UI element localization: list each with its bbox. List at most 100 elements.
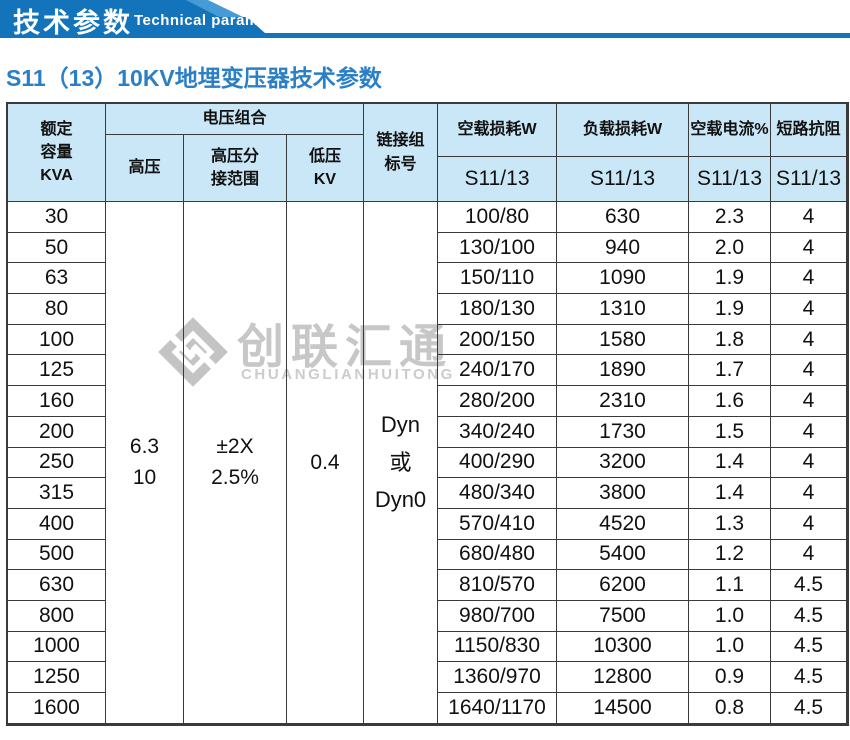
header-no-load-current: 空载电流% xyxy=(689,104,771,157)
capacity-cell: 1250 xyxy=(8,662,106,693)
banner-subtitle: Technical parameter xyxy=(134,12,289,29)
load-loss-cell: 6200 xyxy=(557,570,689,601)
no-load-current-cell: 1.8 xyxy=(689,324,771,356)
header-s11-13: S11/13 xyxy=(557,157,689,202)
no-load-current-cell: 2.0 xyxy=(689,232,771,264)
capacity-cell: 125 xyxy=(8,355,106,387)
impedance-cell: 4 xyxy=(771,202,847,233)
no-load-loss-cell: 1640/1170 xyxy=(438,693,557,724)
load-loss-cell: 10300 xyxy=(557,631,689,663)
no-load-loss-cell: 150/110 xyxy=(438,263,557,295)
no-load-loss-cell: 1360/970 xyxy=(438,662,557,693)
no-load-loss-cell: 680/480 xyxy=(438,539,557,571)
no-load-current-cell: 2.3 xyxy=(689,202,771,233)
no-load-current-cell: 1.1 xyxy=(689,570,771,601)
capacity-cell: 30 xyxy=(8,202,106,233)
header-capacity: 额定 容量 KVA xyxy=(8,104,106,202)
impedance-cell: 4.5 xyxy=(771,662,847,693)
capacity-cell: 160 xyxy=(8,386,106,417)
header-s11-13: S11/13 xyxy=(438,157,557,202)
no-load-loss-cell: 980/700 xyxy=(438,600,557,632)
header-hv-tap-range: 高压分 接范围 xyxy=(184,135,287,202)
no-load-current-cell: 1.4 xyxy=(689,447,771,479)
hv-value-cell: 6.3 10 xyxy=(106,202,184,724)
no-load-loss-cell: 570/410 xyxy=(438,508,557,540)
impedance-cell: 4 xyxy=(771,324,847,356)
load-loss-cell: 1730 xyxy=(557,416,689,448)
no-load-current-cell: 1.4 xyxy=(689,478,771,509)
load-loss-cell: 1580 xyxy=(557,324,689,356)
header-no-load-loss: 空载损耗W xyxy=(438,104,557,157)
no-load-loss-cell: 280/200 xyxy=(438,386,557,417)
no-load-loss-cell: 480/340 xyxy=(438,478,557,509)
capacity-cell: 315 xyxy=(8,478,106,509)
no-load-loss-cell: 200/150 xyxy=(438,324,557,356)
impedance-cell: 4 xyxy=(771,478,847,509)
impedance-cell: 4.5 xyxy=(771,631,847,663)
no-load-loss-cell: 810/570 xyxy=(438,570,557,601)
no-load-loss-cell: 180/130 xyxy=(438,294,557,325)
no-load-current-cell: 1.0 xyxy=(689,600,771,632)
page-title: S11（13）10KV地埋变压器技术参数 xyxy=(6,65,382,91)
no-load-current-cell: 0.8 xyxy=(689,693,771,724)
impedance-cell: 4.5 xyxy=(771,570,847,601)
parameters-table: 额定 容量 KVA 电压组合 高压 高压分 接范围 低压 KV 链接组 标号 空… xyxy=(6,102,849,726)
brand-name: 创联汇通 xyxy=(237,320,453,373)
load-loss-cell: 12800 xyxy=(557,662,689,693)
header-voltage-combination: 电压组合 xyxy=(106,104,364,135)
hv-tap-value-cell: ±2X 2.5% xyxy=(184,202,287,724)
no-load-loss-cell: 240/170 xyxy=(438,355,557,387)
impedance-cell: 4 xyxy=(771,539,847,571)
capacity-cell: 800 xyxy=(8,600,106,632)
load-loss-cell: 940 xyxy=(557,232,689,264)
capacity-cell: 200 xyxy=(8,416,106,448)
banner-title: 技术参数 xyxy=(13,8,133,38)
impedance-cell: 4 xyxy=(771,386,847,417)
no-load-current-cell: 1.5 xyxy=(689,416,771,448)
load-loss-cell: 1890 xyxy=(557,355,689,387)
header-lv: 低压 KV xyxy=(287,135,364,202)
no-load-current-cell: 1.0 xyxy=(689,631,771,663)
load-loss-cell: 4520 xyxy=(557,508,689,540)
capacity-cell: 1000 xyxy=(8,631,106,663)
no-load-loss-cell: 100/80 xyxy=(438,202,557,233)
banner: 技术参数 Technical parameter xyxy=(0,0,850,38)
load-loss-cell: 3200 xyxy=(557,447,689,479)
brand-logo-icon xyxy=(158,317,228,387)
load-loss-cell: 14500 xyxy=(557,693,689,724)
header-link-group: 链接组 标号 xyxy=(364,104,438,202)
impedance-cell: 4 xyxy=(771,294,847,325)
header-hv: 高压 xyxy=(106,135,184,202)
link-group-value-cell: Dyn 或 Dyn0 xyxy=(364,202,438,724)
no-load-current-cell: 0.9 xyxy=(689,662,771,693)
impedance-cell: 4 xyxy=(771,232,847,264)
no-load-loss-cell: 400/290 xyxy=(438,447,557,479)
impedance-cell: 4.5 xyxy=(771,693,847,724)
load-loss-cell: 630 xyxy=(557,202,689,233)
watermark: 创联汇通 CHUANGLIANHUITONG xyxy=(6,102,849,726)
impedance-cell: 4 xyxy=(771,263,847,295)
no-load-current-cell: 1.9 xyxy=(689,263,771,295)
load-loss-cell: 1310 xyxy=(557,294,689,325)
no-load-current-cell: 1.6 xyxy=(689,386,771,417)
load-loss-cell: 1090 xyxy=(557,263,689,295)
no-load-current-cell: 1.2 xyxy=(689,539,771,571)
no-load-current-cell: 1.9 xyxy=(689,294,771,325)
impedance-cell: 4 xyxy=(771,447,847,479)
brand-name-en: CHUANGLIANHUITONG xyxy=(241,366,455,383)
table-section: 创联汇通 CHUANGLIANHUITONG 额定 容量 KVA 电压组合 高压… xyxy=(6,102,849,726)
no-load-current-cell: 1.3 xyxy=(689,508,771,540)
capacity-cell: 630 xyxy=(8,570,106,601)
load-loss-cell: 5400 xyxy=(557,539,689,571)
no-load-loss-cell: 340/240 xyxy=(438,416,557,448)
load-loss-cell: 7500 xyxy=(557,600,689,632)
load-loss-cell: 2310 xyxy=(557,386,689,417)
load-loss-cell: 3800 xyxy=(557,478,689,509)
capacity-cell: 250 xyxy=(8,447,106,479)
capacity-cell: 50 xyxy=(8,232,106,264)
no-load-loss-cell: 130/100 xyxy=(438,232,557,264)
no-load-loss-cell: 1150/830 xyxy=(438,631,557,663)
header-s11-13: S11/13 xyxy=(689,157,771,202)
header-impedance: 短路抗阻 xyxy=(771,104,847,157)
impedance-cell: 4.5 xyxy=(771,600,847,632)
